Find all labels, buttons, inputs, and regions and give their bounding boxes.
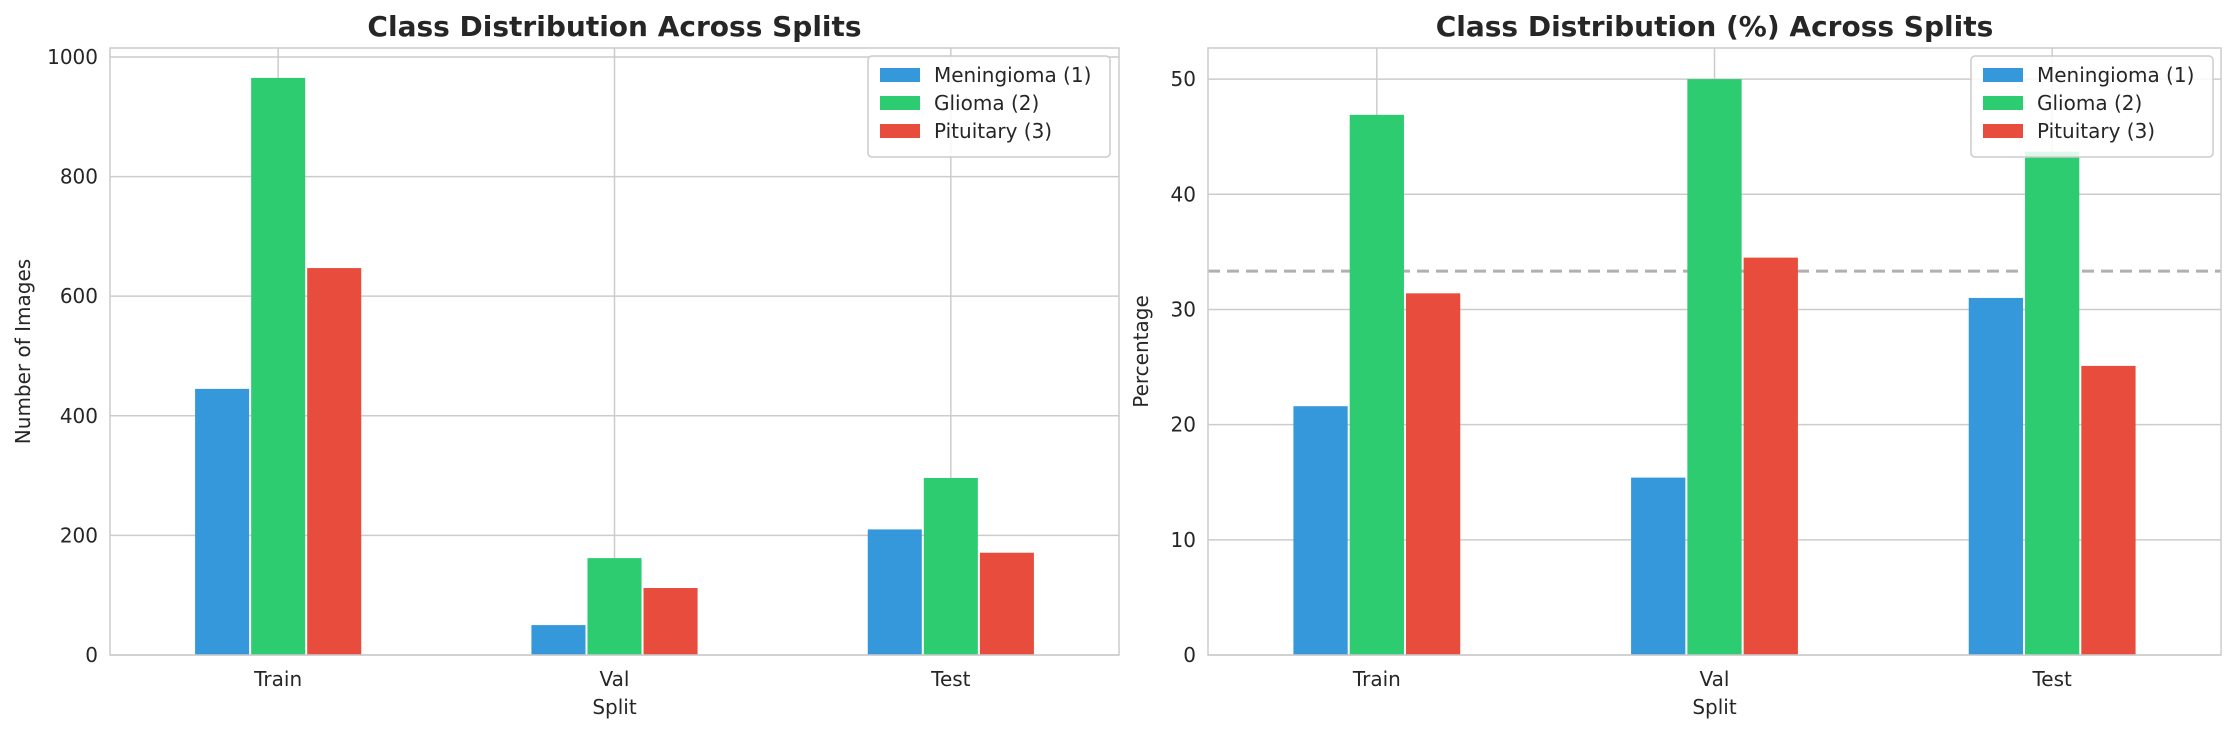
chart-title: Class Distribution Across Splits — [367, 10, 861, 43]
bar-pituitary-test — [2081, 365, 2136, 655]
bar-meningioma-train — [1293, 406, 1348, 655]
y-tick-label: 800 — [60, 165, 98, 189]
bar-pituitary-train — [1405, 293, 1461, 655]
y-tick-label: 1000 — [47, 45, 98, 69]
bar-glioma-val — [1687, 79, 1742, 655]
legend-box — [867, 55, 1111, 158]
legend-swatch — [880, 96, 920, 110]
legend-box — [1970, 55, 2214, 158]
legend-label: Glioma (2) — [934, 91, 1039, 115]
bar-meningioma-test — [867, 529, 922, 655]
legend-label: Pituitary (3) — [934, 119, 1052, 143]
x-axis-label: Split — [592, 695, 637, 719]
legend-swatch — [880, 68, 920, 82]
legend-label: Pituitary (3) — [2037, 119, 2155, 143]
legend-label: Meningioma (1) — [934, 63, 1091, 87]
chart-class-percentages: 0 10 20 30 40 50 Train Val Test Class Distributio… — [1129, 10, 2222, 719]
plot-frame — [109, 47, 1120, 656]
y-tick-label: 50 — [1171, 67, 1196, 91]
y-tick-label: 20 — [1171, 413, 1196, 437]
y-tick-label: 200 — [60, 523, 98, 547]
y-axis-label: Percentage — [1129, 295, 1153, 408]
legend: Meningioma (1) Glioma (2) Pituitary (3) — [1970, 55, 2214, 158]
legend-swatch — [1983, 96, 2023, 110]
legend-swatch — [1983, 68, 2023, 82]
bar-pituitary-train — [307, 268, 362, 655]
plot-frame — [1207, 47, 2222, 656]
y-axis-label: Number of Images — [11, 259, 35, 444]
bar-glioma-train — [1349, 114, 1404, 655]
x-tick-label: Test — [930, 667, 971, 691]
legend-swatch — [880, 124, 920, 138]
y-tick-label: 30 — [1171, 297, 1196, 321]
x-axis-label: Split — [1692, 695, 1737, 719]
bar-meningioma-val — [1631, 477, 1686, 655]
y-tick-label: 40 — [1171, 182, 1196, 206]
x-tick-label: Test — [2031, 667, 2072, 691]
bar-meningioma-train — [195, 388, 250, 655]
legend-label: Meningioma (1) — [2037, 63, 2194, 87]
chart-title: Class Distribution (%) Across Splits — [1436, 10, 1994, 43]
bar-pituitary-test — [979, 552, 1034, 655]
y-tick-label: 400 — [60, 404, 98, 428]
y-tick-label: 0 — [1183, 643, 1196, 667]
x-tick-label: Val — [600, 667, 630, 691]
bar-pituitary-val — [643, 588, 698, 655]
y-tick-label: 10 — [1171, 528, 1196, 552]
legend: Meningioma (1) Glioma (2) Pituitary (3) — [867, 55, 1111, 158]
x-tick-label: Val — [1700, 667, 1730, 691]
legend-label: Glioma (2) — [2037, 91, 2142, 115]
bar-glioma-train — [251, 77, 306, 655]
bar-glioma-test — [923, 477, 978, 655]
bar-glioma-test — [2025, 151, 2080, 655]
y-tick-label: 600 — [60, 284, 98, 308]
chart-class-counts: 0 200 400 600 800 1000 Train Val Test Class Distr… — [11, 10, 1120, 719]
y-tick-label: 0 — [85, 643, 98, 667]
bar-pituitary-val — [1743, 257, 1798, 655]
bar-meningioma-val — [531, 625, 586, 655]
x-tick-label: Train — [1352, 667, 1401, 691]
legend-swatch — [1983, 124, 2023, 138]
bar-glioma-val — [587, 558, 642, 655]
bar-meningioma-test — [1968, 297, 2024, 655]
x-tick-label: Train — [253, 667, 302, 691]
